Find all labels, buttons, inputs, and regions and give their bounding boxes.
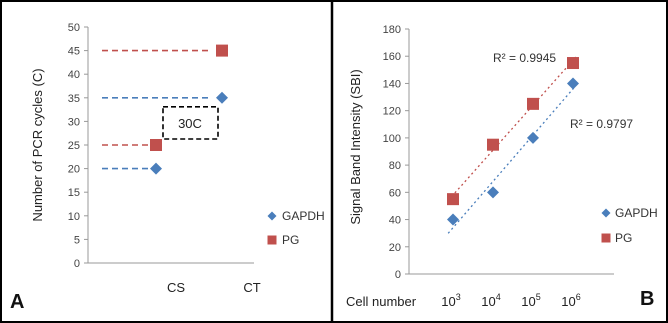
panel-a-y-tick-label: 20 bbox=[68, 164, 80, 176]
panel-b-y-tick-label: 80 bbox=[389, 160, 401, 172]
panel-a-legend-marker-gapdh bbox=[267, 211, 277, 221]
panel-b-point-pg bbox=[527, 97, 539, 110]
panel-b-point-pg bbox=[567, 57, 579, 70]
panel-a-y-tick-label: 35 bbox=[68, 93, 80, 105]
panel-b-y-tick-label: 20 bbox=[389, 242, 401, 254]
panel-b-r2-pg: R² = 0.9945 bbox=[493, 51, 556, 65]
panel-a-chart: Number of PCR cycles (C) 0 5 10 15 20 25 30 35 4… bbox=[10, 22, 325, 313]
panel-a-x-category-label: CT bbox=[243, 280, 260, 295]
panel-a-y-tick-label: 5 bbox=[74, 234, 80, 246]
panel-a-y-tick-label: 40 bbox=[68, 69, 80, 81]
panel-a-point-gapdh bbox=[216, 91, 228, 104]
panel-a-y-tick-label: 45 bbox=[68, 46, 80, 58]
panel-a-y-tick-label: 0 bbox=[74, 258, 80, 270]
panel-a-annotation-box bbox=[162, 106, 219, 140]
panel-a-x-category-label: CS bbox=[167, 280, 185, 295]
panel-a-y-tick-label: 50 bbox=[68, 22, 80, 34]
panel-b-point-gapdh bbox=[447, 213, 459, 226]
panel-b-legend-label: GAPDH bbox=[615, 206, 658, 220]
panel-b-legend-marker-gapdh bbox=[601, 208, 611, 218]
panel-a-legend-marker-pg bbox=[267, 235, 277, 245]
panel-b-y-axis-title: Signal Band Intensity (SBI) bbox=[348, 69, 363, 224]
panel-a-y-tick-label: 25 bbox=[68, 140, 80, 152]
panel-b-x-tick-label: 104 bbox=[481, 292, 500, 309]
panel-a-y-axis-title: Number of PCR cycles (C) bbox=[30, 68, 45, 221]
panel-a-letter: A bbox=[10, 291, 24, 313]
panel-a-legend-label: PG bbox=[282, 233, 299, 247]
panel-b-y-tick-label: 60 bbox=[389, 187, 401, 199]
panel-b-legend-label: PG bbox=[615, 231, 632, 245]
panel-a-annotation-label: 30C bbox=[178, 116, 202, 131]
panel-b-point-pg bbox=[447, 193, 459, 206]
panel-a-point-gapdh bbox=[150, 162, 162, 175]
panel-b-y-tick-label: 0 bbox=[395, 269, 401, 281]
panel-b-x-tick-label: 105 bbox=[521, 292, 540, 309]
panel-a-y-tick-label: 15 bbox=[68, 187, 80, 199]
panel-b-legend-marker-pg bbox=[601, 233, 611, 243]
panel-a-y-tick-label: 10 bbox=[68, 211, 80, 223]
panel-b-point-gapdh bbox=[567, 77, 579, 90]
panel-b-y-tick-label: 40 bbox=[389, 215, 401, 227]
panel-b-r2-gapdh: R² = 0.9797 bbox=[570, 117, 633, 131]
panel-b-y-tick-label: 120 bbox=[383, 106, 401, 118]
panel-b-x-tick-label: 106 bbox=[561, 292, 580, 309]
panel-b-point-pg bbox=[487, 138, 499, 151]
panel-b-chart: Signal Band Intensity (SBI) 0 20 40 60 80 100… bbox=[346, 24, 658, 310]
panel-b-trendline-gapdh bbox=[447, 82, 579, 234]
panel-a-y-tick-label: 30 bbox=[68, 116, 80, 128]
panel-b-y-tick-label: 140 bbox=[383, 78, 401, 90]
panel-b-x-tick-label: 103 bbox=[441, 292, 460, 309]
panel-a-point-pg bbox=[216, 44, 228, 57]
panel-b-point-gapdh bbox=[527, 131, 539, 144]
panel-b-trendline-pg bbox=[447, 54, 579, 201]
panel-a-point-pg bbox=[150, 139, 162, 151]
panel-b-letter: B bbox=[640, 288, 654, 310]
panel-b-y-tick-label: 160 bbox=[383, 51, 401, 63]
panel-a-legend-label: GAPDH bbox=[282, 209, 325, 223]
panel-b-x-label-prefix: Cell number bbox=[346, 294, 417, 309]
panel-b-y-tick-label: 180 bbox=[383, 24, 401, 36]
panel-b-y-tick-label: 100 bbox=[383, 133, 401, 145]
panel-b-point-gapdh bbox=[487, 186, 499, 199]
